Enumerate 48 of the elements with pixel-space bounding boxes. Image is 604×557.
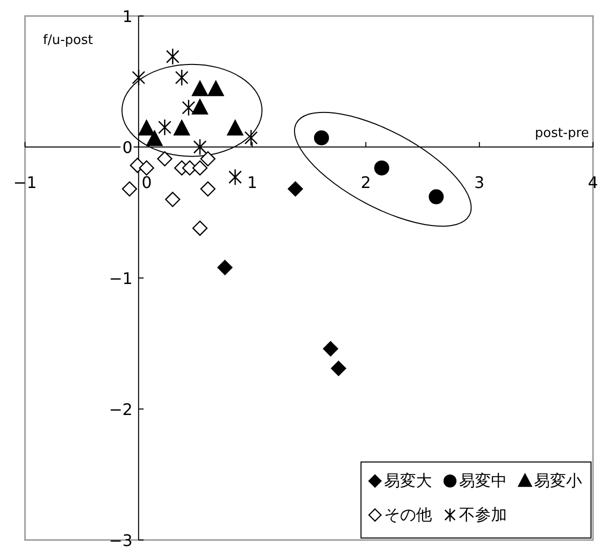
point xyxy=(200,181,216,197)
point xyxy=(158,118,172,136)
point xyxy=(192,220,208,236)
y-tick-label: −3 xyxy=(109,531,133,550)
point xyxy=(182,99,196,116)
point xyxy=(175,69,188,86)
point xyxy=(138,160,154,176)
x-tick-label: 0 xyxy=(142,173,152,192)
point xyxy=(146,130,163,146)
point xyxy=(217,260,233,276)
x-axis-title: post-pre xyxy=(534,126,589,141)
point xyxy=(165,192,180,207)
x-tick-label: 4 xyxy=(588,173,598,192)
x-tick-label: 2 xyxy=(360,173,371,192)
point xyxy=(374,160,390,176)
y-tick-label: −1 xyxy=(109,269,133,288)
point xyxy=(192,160,208,176)
point xyxy=(193,138,207,156)
x-tick-label: −1 xyxy=(13,173,37,192)
point xyxy=(322,341,338,356)
point xyxy=(192,98,208,114)
point xyxy=(428,189,444,204)
point xyxy=(138,120,155,136)
point xyxy=(208,80,224,96)
point xyxy=(132,69,146,86)
y-axis-title: f/u-post xyxy=(43,33,93,48)
legend-label: 易変大 xyxy=(384,471,432,490)
point xyxy=(228,168,242,186)
point xyxy=(330,360,346,376)
point xyxy=(174,120,190,136)
point xyxy=(192,80,208,96)
legend-label: その他 xyxy=(384,505,432,524)
point xyxy=(122,181,138,197)
point xyxy=(226,120,244,136)
x-tick-label: 3 xyxy=(474,173,484,192)
legend-label: 易変中 xyxy=(459,471,507,490)
y-tick-label: −2 xyxy=(109,400,133,419)
point xyxy=(200,151,216,166)
legend-label: 不参加 xyxy=(459,505,507,524)
point xyxy=(166,48,180,66)
point xyxy=(157,151,172,166)
point xyxy=(244,129,258,146)
y-tick-label: 1 xyxy=(122,7,133,26)
y-tick-label: 0 xyxy=(122,138,133,157)
x-tick-label: 1 xyxy=(247,173,258,192)
legend-label: 易変小 xyxy=(534,471,582,490)
point xyxy=(314,130,329,146)
point xyxy=(288,181,303,197)
